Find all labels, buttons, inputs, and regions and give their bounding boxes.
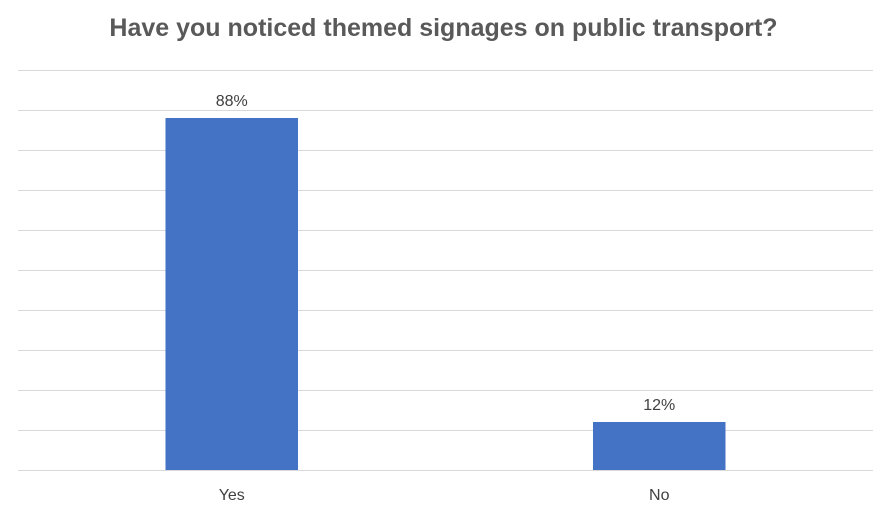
x-tick-label-no: No — [649, 487, 670, 504]
bar-yes — [165, 118, 299, 470]
data-label-yes: 88% — [216, 93, 248, 110]
bars — [165, 118, 726, 470]
category-tick-labels: Yes No — [219, 487, 670, 504]
x-tick-label-yes: Yes — [219, 487, 245, 504]
bar-no — [592, 422, 726, 470]
data-label-no: 12% — [643, 397, 675, 414]
data-labels: 88% 12% — [216, 93, 676, 414]
chart-title: Have you noticed themed signages on publ… — [109, 14, 778, 42]
gridlines — [18, 70, 873, 471]
